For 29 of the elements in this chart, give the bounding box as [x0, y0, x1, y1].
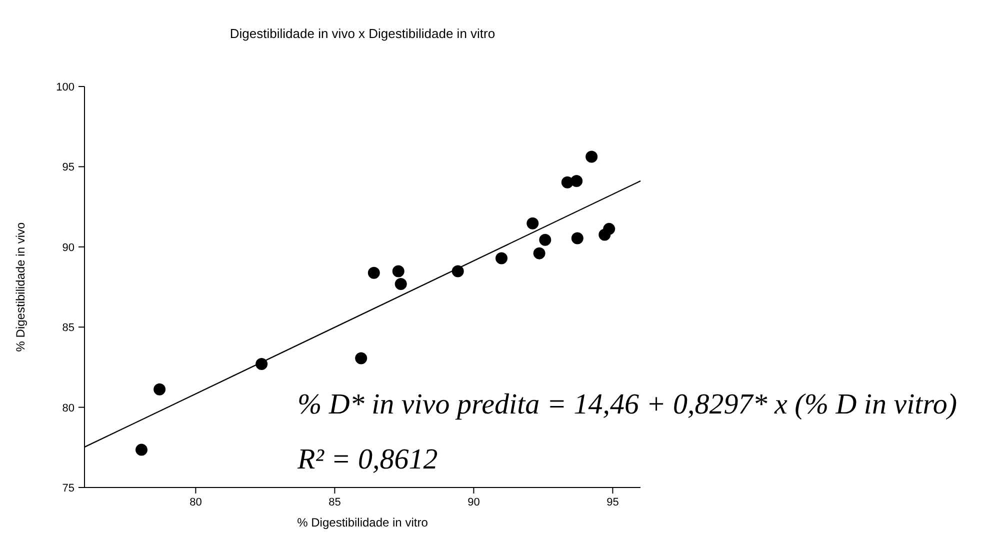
- point: [526, 217, 539, 230]
- chart-title: Digestibilidade in vivo x Digestibilidade in vitro: [230, 26, 496, 41]
- point: [571, 232, 584, 244]
- point: [570, 174, 583, 187]
- point: [154, 383, 166, 396]
- y-tick-label: 85: [62, 322, 75, 334]
- point: [586, 150, 598, 163]
- annotation: % D* in vivo predita = 14,46 + 0,8297* x (% D in vitro): [298, 388, 958, 420]
- point: [355, 352, 368, 364]
- y-axis-title: % Digestibilidade in vivo: [14, 222, 28, 352]
- point: [533, 247, 546, 260]
- y-tick-label: 90: [62, 242, 75, 254]
- x-tick-label: 80: [190, 496, 202, 508]
- x-tick-label: 95: [606, 496, 619, 508]
- y-tick-label: 80: [62, 402, 75, 414]
- point: [394, 278, 407, 290]
- x-axis-title: % Digestibilidade in vitro: [297, 516, 428, 530]
- point: [539, 234, 552, 246]
- y-tick-label: 75: [62, 482, 75, 494]
- annotation: R² = 0,8612: [296, 444, 438, 476]
- point: [368, 266, 380, 279]
- y-tick-label: 100: [56, 82, 75, 94]
- y-tick-label: 95: [62, 162, 75, 174]
- point: [135, 444, 148, 456]
- point: [496, 252, 508, 264]
- x-tick-label: 85: [328, 496, 341, 508]
- x-tick-label: 90: [468, 496, 480, 508]
- point: [392, 265, 404, 278]
- point: [603, 222, 616, 235]
